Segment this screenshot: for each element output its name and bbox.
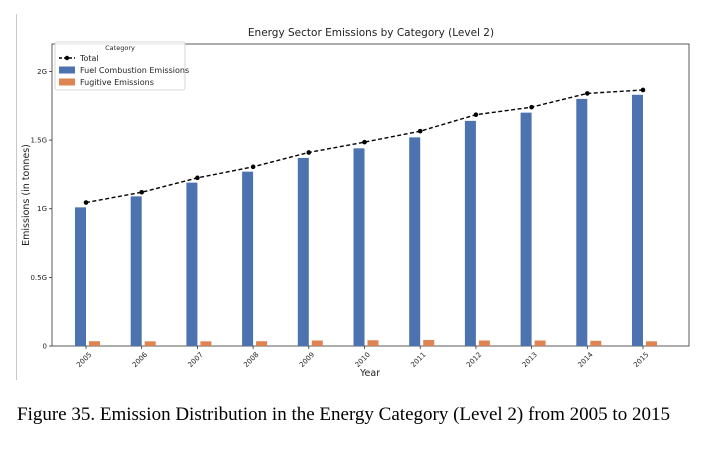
bar-fuel-combustion xyxy=(520,112,532,347)
bar-fugitive xyxy=(144,341,156,346)
total-point xyxy=(83,200,89,205)
bar-fugitive xyxy=(646,341,657,346)
legend-label: Fuel Combustion Emissions xyxy=(80,66,189,75)
bar-fuel-combustion xyxy=(242,171,254,346)
x-tick-label: 2014 xyxy=(576,350,595,369)
total-point xyxy=(417,128,423,134)
y-tick-label: 1.5G xyxy=(30,137,47,145)
bar-fugitive xyxy=(367,340,379,346)
y-tick-label: 0 xyxy=(43,343,47,351)
x-tick-label: 2012 xyxy=(465,351,483,369)
bar-fugitive xyxy=(534,340,546,346)
total-point xyxy=(473,112,479,117)
y-axis: 0 0.5G 1G 1.5G 2G xyxy=(30,68,52,351)
bar-fugitive xyxy=(256,341,268,346)
bar-fugitive xyxy=(89,341,100,346)
total-line-series xyxy=(83,87,646,205)
y-axis-label: Emissions (in tonnes) xyxy=(21,144,32,246)
total-point xyxy=(362,139,367,145)
bar-fuel-combustion xyxy=(297,157,309,346)
bar-fuel-combustion xyxy=(409,137,421,346)
bar-fugitive xyxy=(423,339,435,346)
bar-fugitive xyxy=(478,340,490,346)
x-tick-label: 2007 xyxy=(187,351,205,369)
legend-title: Category xyxy=(105,44,135,52)
total-point xyxy=(306,150,312,155)
total-line xyxy=(85,89,644,204)
legend-swatch-fugitive xyxy=(59,78,75,86)
x-axis-label: Year xyxy=(359,368,380,379)
margin-rule xyxy=(16,14,17,380)
x-axis: 2005 2006 2007 2008 2009 2010 2011 2012 2013 2014… xyxy=(75,346,650,369)
x-tick-label: 2013 xyxy=(521,351,539,369)
total-point xyxy=(250,164,256,170)
legend-label: Fugitive Emissions xyxy=(80,78,154,87)
bar-fuel-combustion xyxy=(632,94,643,346)
bar-fugitive xyxy=(200,341,212,346)
legend-items: Total Fuel Combustion Emissions Fugitive E… xyxy=(59,54,189,87)
x-tick-label: 2008 xyxy=(242,351,260,369)
x-tick-label: 2010 xyxy=(354,351,372,369)
chart-title: Energy Sector Emissions by Category (Lev… xyxy=(248,27,494,39)
y-tick-label: 1G xyxy=(37,205,47,213)
bar-fuel-combustion xyxy=(75,207,86,346)
y-tick-label: 2G xyxy=(37,68,47,76)
bar-fugitive xyxy=(311,340,323,346)
x-tick-label: 2005 xyxy=(75,351,93,369)
bar-fuel-combustion xyxy=(576,98,588,346)
figure-caption: Figure 35. Emission Distribution in the … xyxy=(17,404,670,425)
legend-label: Total xyxy=(79,54,99,63)
emissions-chart: Energy Sector Emissions by Category (Lev… xyxy=(21,27,690,379)
x-tick-label: 2006 xyxy=(131,350,150,369)
x-tick-label: 2015 xyxy=(632,351,650,369)
total-point xyxy=(529,104,534,110)
legend-box xyxy=(54,41,186,91)
bar-fuel-combustion xyxy=(353,148,365,346)
y-tick-label: 0.5G xyxy=(30,274,47,282)
bar-fuel-combustion xyxy=(464,120,476,346)
legend: Category Total Fuel Combustion Emissions F… xyxy=(54,41,189,91)
x-tick-label: 2011 xyxy=(409,351,427,369)
plot-area xyxy=(51,43,690,347)
total-point xyxy=(139,189,144,195)
legend-swatch-fuel-combustion xyxy=(59,66,75,74)
x-tick-label: 2009 xyxy=(298,351,316,369)
bars xyxy=(75,94,657,347)
total-point xyxy=(195,175,200,181)
total-point xyxy=(640,87,646,93)
bar-fugitive xyxy=(590,340,602,346)
legend-marker-total xyxy=(64,55,70,61)
bar-fuel-combustion xyxy=(186,182,198,346)
bar-fuel-combustion xyxy=(130,196,142,346)
total-point xyxy=(585,91,590,96)
